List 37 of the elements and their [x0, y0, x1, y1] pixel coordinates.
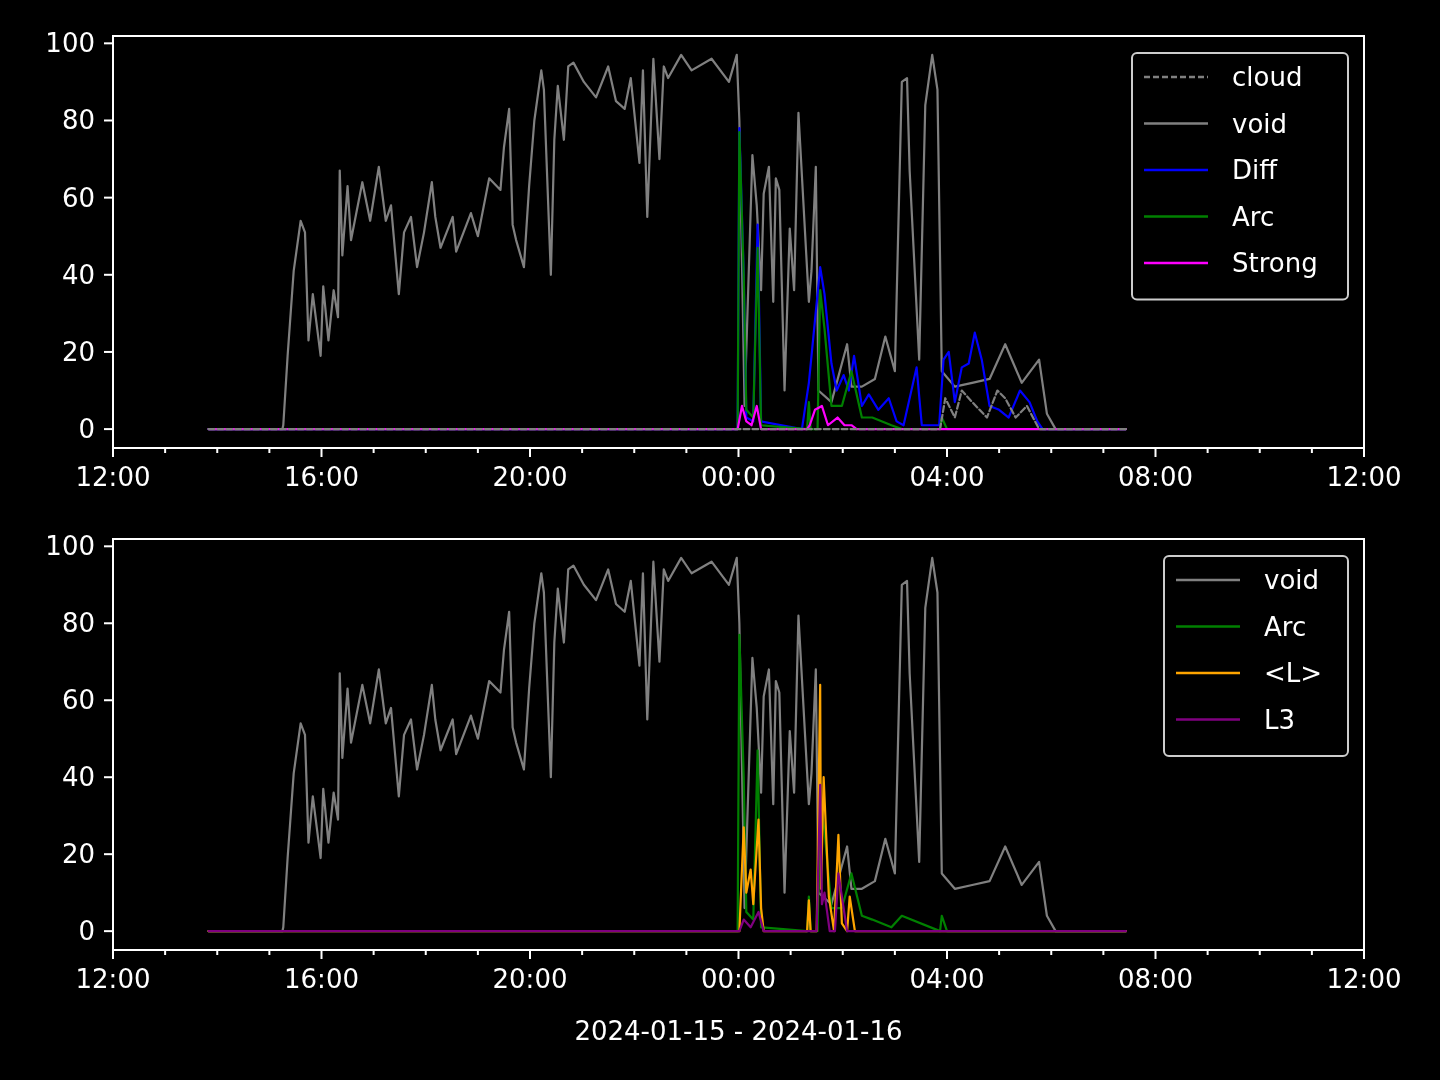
- x-tick-label: 08:00: [1118, 462, 1193, 492]
- legend-label: void: [1232, 108, 1288, 139]
- legend-label: Arc: [1264, 611, 1307, 642]
- legend-label: L3: [1264, 704, 1296, 735]
- y-tick-label: 20: [61, 336, 95, 367]
- legend-label: void: [1264, 565, 1320, 595]
- y-tick-label: 80: [61, 608, 95, 639]
- legend-label: Diff: [1232, 155, 1279, 185]
- y-tick-label: 40: [61, 259, 95, 290]
- x-tick-label: 00:00: [701, 964, 776, 994]
- x-tick-label: 20:00: [492, 964, 568, 994]
- x-tick-label: 00:00: [701, 462, 776, 492]
- legend-label: Arc: [1232, 201, 1275, 232]
- x-axis-title: 2024-01-15 - 2024-01-16: [574, 1016, 903, 1046]
- y-tick-label: 0: [78, 916, 95, 947]
- legend-label: <L>: [1264, 658, 1323, 688]
- y-tick-label: 20: [61, 839, 95, 870]
- x-tick-label: 12:00: [1326, 462, 1402, 492]
- x-tick-label: 20:00: [492, 462, 568, 492]
- y-tick-label: 40: [61, 762, 95, 793]
- x-tick-label: 12:00: [75, 964, 151, 994]
- y-tick-label: 0: [78, 414, 95, 445]
- x-tick-label: 04:00: [909, 964, 985, 994]
- y-tick-label: 100: [45, 28, 95, 59]
- x-tick-label: 12:00: [75, 462, 151, 492]
- y-tick-label: 100: [45, 531, 95, 562]
- x-tick-label: 08:00: [1118, 964, 1193, 994]
- line-series: [207, 783, 1128, 933]
- y-tick-label: 60: [61, 182, 95, 213]
- y-tick-label: 80: [61, 105, 95, 136]
- y-tick-label: 60: [61, 685, 95, 716]
- x-tick-label: 04:00: [909, 462, 985, 492]
- legend-label: Strong: [1232, 248, 1318, 278]
- x-tick-label: 12:00: [1326, 964, 1402, 994]
- x-tick-label: 16:00: [284, 462, 359, 492]
- x-tick-label: 16:00: [284, 964, 359, 994]
- legend-label: cloud: [1232, 62, 1303, 92]
